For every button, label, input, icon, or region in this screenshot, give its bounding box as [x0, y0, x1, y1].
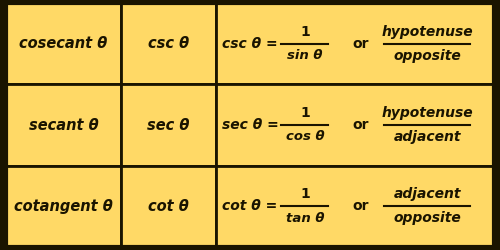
Text: hypotenuse: hypotenuse — [382, 25, 473, 39]
Bar — [6, 3, 120, 84]
Bar — [6, 84, 120, 166]
Bar — [216, 84, 494, 166]
Text: cos θ: cos θ — [286, 130, 324, 143]
Text: secant θ: secant θ — [28, 118, 98, 132]
Text: csc θ =: csc θ = — [222, 37, 278, 51]
Bar — [120, 84, 216, 166]
Text: or: or — [352, 118, 368, 132]
Text: csc θ: csc θ — [148, 36, 189, 51]
Text: cosecant θ: cosecant θ — [19, 36, 108, 51]
Bar — [120, 166, 216, 247]
Bar — [216, 166, 494, 247]
Text: 1: 1 — [300, 106, 310, 120]
Text: cotangent θ: cotangent θ — [14, 199, 112, 214]
Text: 1: 1 — [300, 25, 310, 39]
Text: sin θ: sin θ — [287, 49, 322, 62]
Text: or: or — [352, 37, 368, 51]
Text: tan θ: tan θ — [286, 212, 324, 225]
Text: adjacent: adjacent — [394, 130, 461, 144]
Text: cot θ =: cot θ = — [222, 199, 277, 213]
Text: sec θ: sec θ — [147, 118, 190, 132]
Text: adjacent: adjacent — [394, 187, 461, 201]
Text: opposite: opposite — [394, 49, 461, 63]
Text: hypotenuse: hypotenuse — [382, 106, 473, 120]
Bar — [120, 3, 216, 84]
Text: cot θ: cot θ — [148, 199, 188, 214]
Text: or: or — [352, 199, 368, 213]
Text: sec θ =: sec θ = — [222, 118, 278, 132]
Text: 1: 1 — [300, 187, 310, 201]
Text: opposite: opposite — [394, 211, 461, 225]
Bar — [6, 166, 120, 247]
Bar — [216, 3, 494, 84]
